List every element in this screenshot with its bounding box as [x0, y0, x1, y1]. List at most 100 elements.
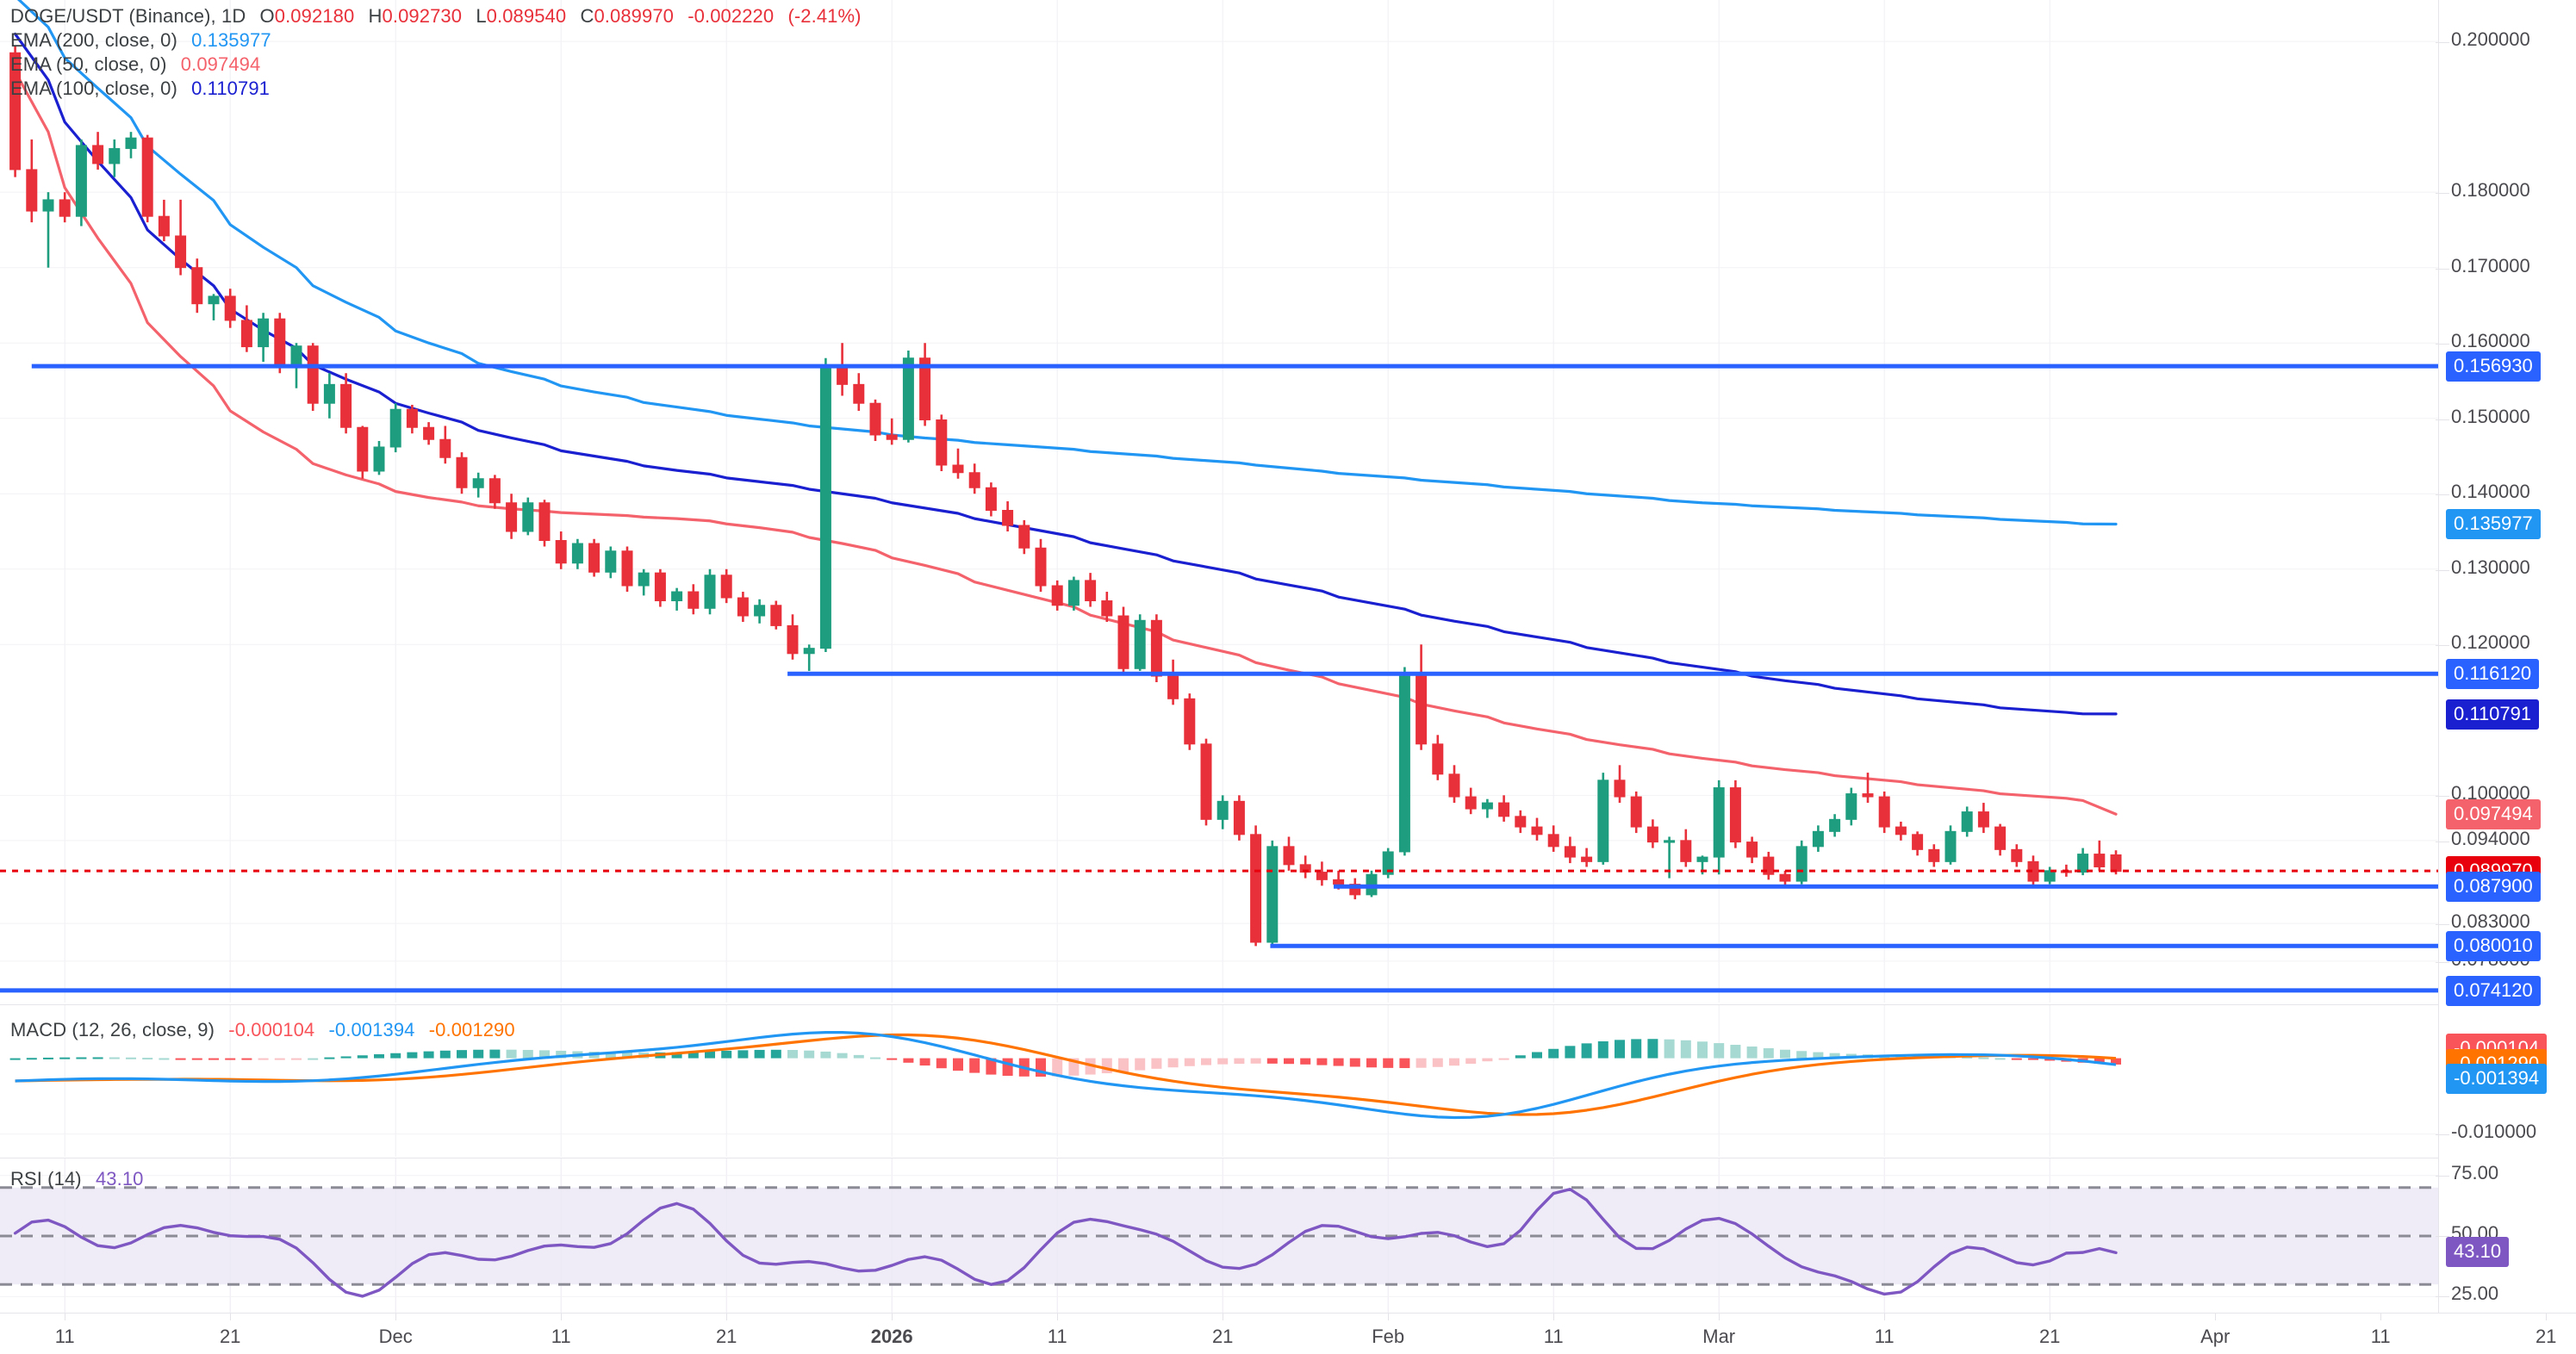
price-tag-level[interactable]: 0.156930	[2446, 351, 2541, 382]
price-tick-0.130000: 0.130000	[2436, 556, 2530, 579]
ema50-label: EMA (50, close, 0)	[10, 53, 167, 75]
axis-tick-mark	[2436, 494, 2449, 496]
macd-signal-value: -0.001290	[428, 1019, 515, 1040]
time-axis-label: Feb	[1372, 1326, 1405, 1347]
rsi-tick-25.00: 25.00	[2436, 1283, 2498, 1305]
time-axis[interactable]: 11 21 Dec 11 21 2026 11 21 Feb 11 Mar 11 21 Apr 11 21	[0, 1313, 2576, 1354]
axis-tick-mark	[2436, 924, 2449, 926]
price-tag-level[interactable]: 0.116120	[2446, 659, 2540, 690]
time-axis-tick	[1884, 1314, 1886, 1320]
price-tick-0.120000: 0.120000	[2436, 631, 2530, 654]
price-tick-0.140000: 0.140000	[2436, 481, 2530, 503]
axis-tick-mark	[2436, 193, 2449, 195]
macd-tag-2[interactable]: -0.001394	[2446, 1064, 2548, 1095]
price-tick-0.180000: 0.180000	[2436, 179, 2530, 202]
time-axis-label: 11	[1543, 1326, 1564, 1347]
price-tick-0.083000: 0.083000	[2436, 910, 2530, 933]
macd-legend[interactable]: MACD (12, 26, close, 9) -0.000104 -0.001…	[10, 1019, 515, 1041]
price-tag-ema50[interactable]: 0.097494	[2446, 799, 2541, 830]
time-axis-tick	[2546, 1314, 2548, 1320]
rsi-canvas	[0, 1158, 2438, 1314]
price-tick-0.094000: 0.094000	[2436, 828, 2530, 850]
ema50-value: 0.097494	[180, 53, 261, 75]
time-axis-tick	[1553, 1314, 1555, 1320]
price-tick-0.150000: 0.150000	[2436, 406, 2530, 428]
axis-tick-mark	[2436, 419, 2449, 420]
ema200-legend[interactable]: EMA (200, close, 0) 0.135977	[10, 29, 271, 52]
axis-tick-mark	[2436, 1236, 2449, 1237]
price-tick-0.170000: 0.170000	[2436, 255, 2530, 277]
ema200-value: 0.135977	[191, 29, 271, 51]
time-axis-label: Apr	[2200, 1326, 2231, 1347]
axis-tick-mark	[2436, 645, 2449, 647]
axis-tick-mark	[2436, 961, 2449, 963]
symbol-title: DOGE/USDT (Binance), 1D	[10, 5, 246, 27]
time-axis-tick	[2380, 1314, 2382, 1320]
time-axis-label: 21	[715, 1326, 737, 1347]
ema100-label: EMA (100, close, 0)	[10, 78, 177, 99]
axis-tick-mark	[2436, 42, 2449, 44]
time-axis-label: 21	[219, 1326, 241, 1347]
rsi-pane[interactable]	[0, 1158, 2438, 1314]
ohlc-low-label: L	[476, 5, 487, 27]
ohlc-open-value: 0.092180	[274, 5, 355, 27]
rsi-label: RSI (14)	[10, 1168, 82, 1189]
time-axis-tick	[1057, 1314, 1059, 1320]
change-percent: (-2.41%)	[787, 5, 862, 27]
ohlc-close-label: C	[580, 5, 594, 27]
ema100-value: 0.110791	[191, 78, 271, 99]
time-axis-label: 11	[551, 1326, 571, 1347]
price-tick-0.160000: 0.160000	[2436, 330, 2530, 352]
time-axis-label: Dec	[378, 1326, 413, 1347]
macd-pane[interactable]	[0, 1004, 2438, 1157]
ohlc-low-value: 0.089540	[486, 5, 567, 27]
price-pane[interactable]	[0, 0, 2438, 1003]
macd-tick--0.010000: -0.010000	[2436, 1121, 2536, 1143]
ohlc-close-value: 0.089970	[594, 5, 674, 27]
rsi-tag[interactable]: 43.10	[2446, 1237, 2510, 1268]
axis-tick-mark	[2436, 796, 2449, 798]
time-axis-label: 21	[1211, 1326, 1234, 1347]
time-axis-label: 11	[54, 1326, 75, 1347]
macd-label: MACD (12, 26, close, 9)	[10, 1019, 215, 1040]
ohlc-high-value: 0.092730	[382, 5, 463, 27]
time-axis-tick	[726, 1314, 728, 1320]
price-tag-ema200[interactable]: 0.135977	[2446, 509, 2541, 540]
time-axis-label: 2026	[870, 1326, 913, 1347]
price-tag-level[interactable]: 0.080010	[2446, 931, 2541, 962]
price-canvas	[0, 0, 2438, 1003]
price-tick-0.200000: 0.200000	[2436, 28, 2530, 51]
rsi-tick-75.00: 75.00	[2436, 1162, 2498, 1184]
ohlc-open-label: O	[259, 5, 275, 27]
time-axis-tick	[395, 1314, 397, 1320]
time-axis-label: 21	[2038, 1326, 2061, 1347]
time-axis-label: 21	[2535, 1326, 2557, 1347]
macd-canvas	[0, 1005, 2438, 1157]
time-axis-label: 11	[2370, 1326, 2391, 1347]
axis-tick-mark	[2436, 344, 2449, 345]
time-axis-tick	[230, 1314, 232, 1320]
ema50-legend[interactable]: EMA (50, close, 0) 0.097494	[10, 53, 260, 76]
symbol-legend[interactable]: DOGE/USDT (Binance), 1D O0.092180 H0.092…	[10, 5, 862, 28]
time-axis-tick	[1388, 1314, 1390, 1320]
time-axis-tick	[2215, 1314, 2217, 1320]
ema100-legend[interactable]: EMA (100, close, 0) 0.110791	[10, 78, 270, 100]
price-tag-level[interactable]: 0.087900	[2446, 872, 2541, 903]
price-tag-ema100[interactable]: 0.110791	[2446, 699, 2540, 730]
axis-tick-mark	[2436, 569, 2449, 571]
axis-tick-mark	[2436, 1296, 2449, 1298]
price-tag-level[interactable]: 0.074120	[2446, 975, 2541, 1006]
axis-tick-mark	[2436, 1134, 2449, 1135]
macd-histogram-value: -0.000104	[228, 1019, 315, 1040]
time-axis-label: 11	[1874, 1326, 1895, 1347]
axis-tick-mark	[2436, 1175, 2449, 1177]
macd-line-value: -0.001394	[328, 1019, 415, 1040]
time-axis-tick	[1719, 1314, 1720, 1320]
rsi-legend[interactable]: RSI (14) 43.10	[10, 1168, 144, 1190]
time-axis-label: Mar	[1702, 1326, 1736, 1347]
rsi-value: 43.10	[95, 1168, 144, 1189]
axis-tick-mark	[2436, 268, 2449, 270]
time-axis-label: 11	[1047, 1326, 1067, 1347]
price-axis[interactable]: 0.200000 0.180000 0.170000 0.160000 0.150000…	[2436, 0, 2576, 1313]
